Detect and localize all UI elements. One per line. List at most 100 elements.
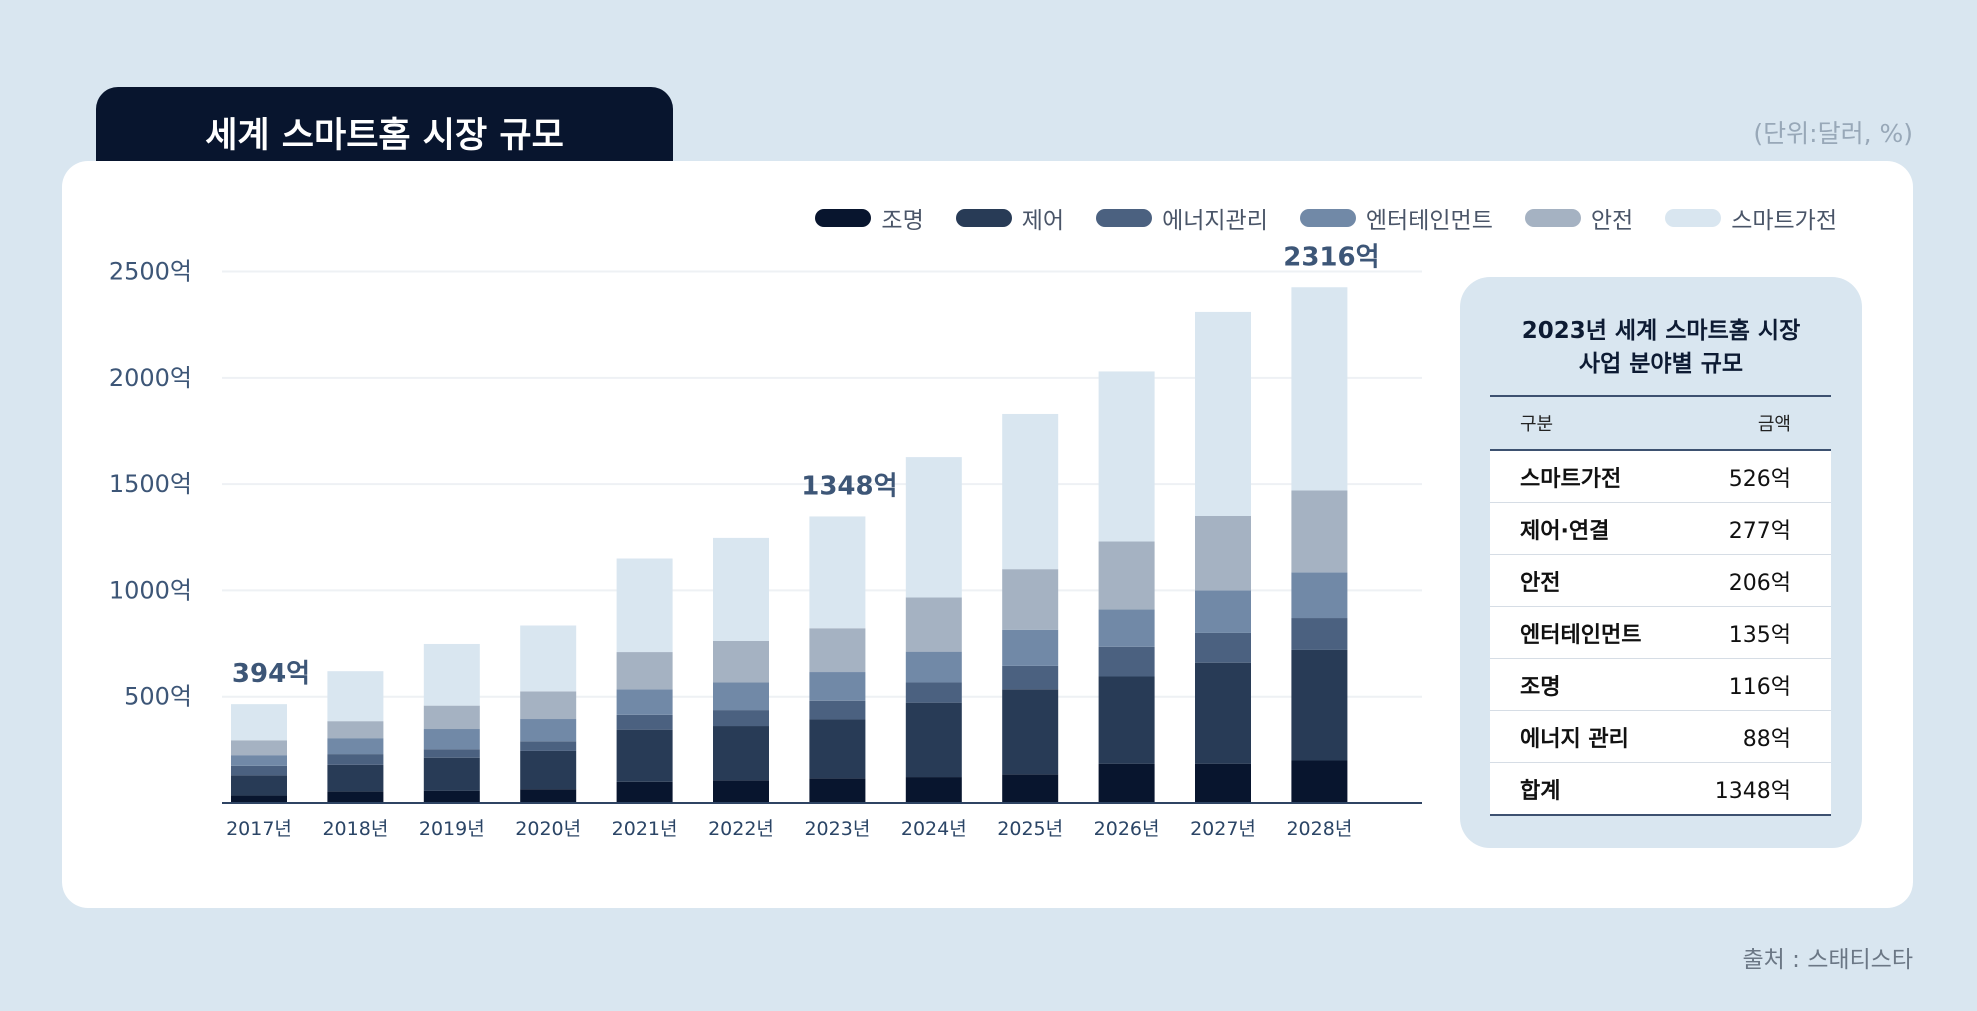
bar-segment [1002, 774, 1059, 803]
bar-segment [520, 719, 577, 742]
bar-segment [1291, 572, 1348, 619]
x-tick-label: 2020년 [515, 818, 581, 840]
bar-segment [327, 791, 384, 803]
y-tick-label: 500억 [124, 683, 192, 711]
bar-segment [423, 757, 480, 791]
panel-title-line1: 2023년 세계 스마트홈 시장 [1521, 318, 1801, 344]
legend-item-lighting: 조명 [815, 201, 924, 235]
legend-label: 조명 [881, 208, 924, 234]
row-name: 스마트가전 [1490, 450, 1683, 503]
bar-segment [616, 689, 673, 715]
bar-segment [809, 628, 866, 673]
bar-segment [520, 750, 577, 790]
bar-segment [1291, 618, 1348, 650]
bar-segment [1002, 569, 1059, 630]
bar-segment [1002, 665, 1059, 690]
legend-item-control: 제어 [955, 201, 1064, 235]
legend-label: 엔터테인먼트 [1365, 208, 1493, 234]
bar-segment [327, 721, 384, 739]
bar-segment [713, 537, 769, 642]
row-name: 에너지 관리 [1490, 710, 1683, 763]
table-row: 스마트가전 526억 [1490, 450, 1831, 503]
bar-segment [809, 778, 866, 803]
legend-swatch [815, 209, 872, 227]
bar-segment [905, 651, 962, 683]
stacked-bar-chart: 500억 1000억 1500억 2000억 2500억 2017년 2018년 2019년 2… [109, 242, 1422, 840]
bar-segment [1195, 590, 1251, 633]
bar-segment [520, 625, 577, 692]
row-name: 제어·연결 [1490, 502, 1683, 555]
bar-segment [905, 457, 962, 598]
legend: 조명 제어 에너지관리 엔터테인먼트 안전 스마트가전 [815, 201, 1837, 235]
bar-segment [423, 749, 480, 758]
x-tick-label: 2021년 [612, 818, 678, 840]
bar-segment [1291, 760, 1348, 803]
bar-segment [231, 755, 287, 766]
bar-segment [231, 704, 287, 741]
row-value: 526억 [1682, 450, 1831, 503]
source-note: 출처 : 스태티스타 [1742, 947, 1914, 973]
table-row: 조명 116억 [1490, 658, 1831, 711]
table-row: 에너지 관리 88억 [1490, 710, 1831, 763]
bar-segment [1291, 287, 1348, 491]
bar-segment [1291, 649, 1348, 761]
row-value: 88억 [1682, 710, 1831, 763]
bar-segment [616, 729, 673, 782]
panel-title-line2: 사업 분야별 규모 [1578, 351, 1744, 377]
bar-segment [423, 729, 480, 750]
legend-label: 에너지관리 [1162, 208, 1268, 234]
bar-segment [1002, 413, 1059, 570]
bar-segment [809, 700, 866, 720]
table-total-row: 합계 1348억 [1490, 762, 1831, 816]
table-row: 제어·연결 277억 [1490, 502, 1831, 555]
legend-item-entertainment: 엔터테인먼트 [1299, 201, 1493, 235]
y-tick-label: 1500억 [109, 470, 192, 498]
row-name: 안전 [1490, 554, 1683, 607]
x-tick-label: 2019년 [419, 818, 485, 840]
bar-segment [1291, 490, 1348, 573]
y-tick-label: 2000억 [109, 364, 192, 392]
x-tick-label: 2023년 [804, 818, 870, 840]
bar-segment [905, 597, 962, 652]
total-value: 1348억 [1682, 762, 1831, 816]
bar-segment [231, 740, 287, 756]
table-row: 엔터테인먼트 135억 [1490, 606, 1831, 659]
bar-segment [713, 682, 769, 711]
bar-segment [423, 643, 480, 706]
bar-segment [231, 795, 287, 803]
data-label: 2316억 [1283, 242, 1379, 272]
x-tick-label: 2018년 [322, 818, 388, 840]
bar-segment [905, 777, 962, 803]
bar-segment [616, 781, 673, 803]
y-tick-label: 1000억 [109, 576, 192, 604]
legend-item-energy: 에너지관리 [1096, 201, 1268, 235]
legend-label: 안전 [1590, 208, 1634, 234]
table-row: 안전 206억 [1490, 554, 1831, 607]
legend-item-appliance: 스마트가전 [1665, 201, 1837, 235]
data-label: 394억 [232, 659, 310, 689]
segment-table-panel: 2023년 세계 스마트홈 시장 사업 분야별 규모 구분 금액 스마트가전 5… [1460, 277, 1862, 848]
bar-segment [713, 641, 769, 683]
bar-segment [327, 764, 384, 792]
bar-segment [520, 691, 577, 720]
bar-segment [1002, 689, 1059, 775]
total-name: 합계 [1490, 762, 1683, 816]
legend-swatch [1665, 209, 1722, 227]
x-tick-label: 2027년 [1190, 818, 1256, 840]
row-value: 277억 [1682, 502, 1831, 555]
bar-segment [1002, 629, 1059, 666]
bar-segment [1195, 662, 1251, 764]
unit-note: (단위:달러, %) [1753, 119, 1913, 148]
bar-segment [905, 682, 962, 703]
bar-segment [1098, 371, 1155, 542]
x-tick-label: 2022년 [708, 818, 774, 840]
bar-segment [520, 741, 577, 751]
bar-segment [520, 789, 577, 803]
row-name: 조명 [1490, 658, 1683, 711]
chart-title: 세계 스마트홈 시장 규모 [205, 116, 564, 156]
legend-swatch [955, 209, 1012, 227]
bar-segment [423, 705, 480, 730]
legend-item-safety: 안전 [1524, 201, 1634, 235]
bar-segment [327, 671, 384, 722]
bar-segment [1195, 632, 1251, 663]
